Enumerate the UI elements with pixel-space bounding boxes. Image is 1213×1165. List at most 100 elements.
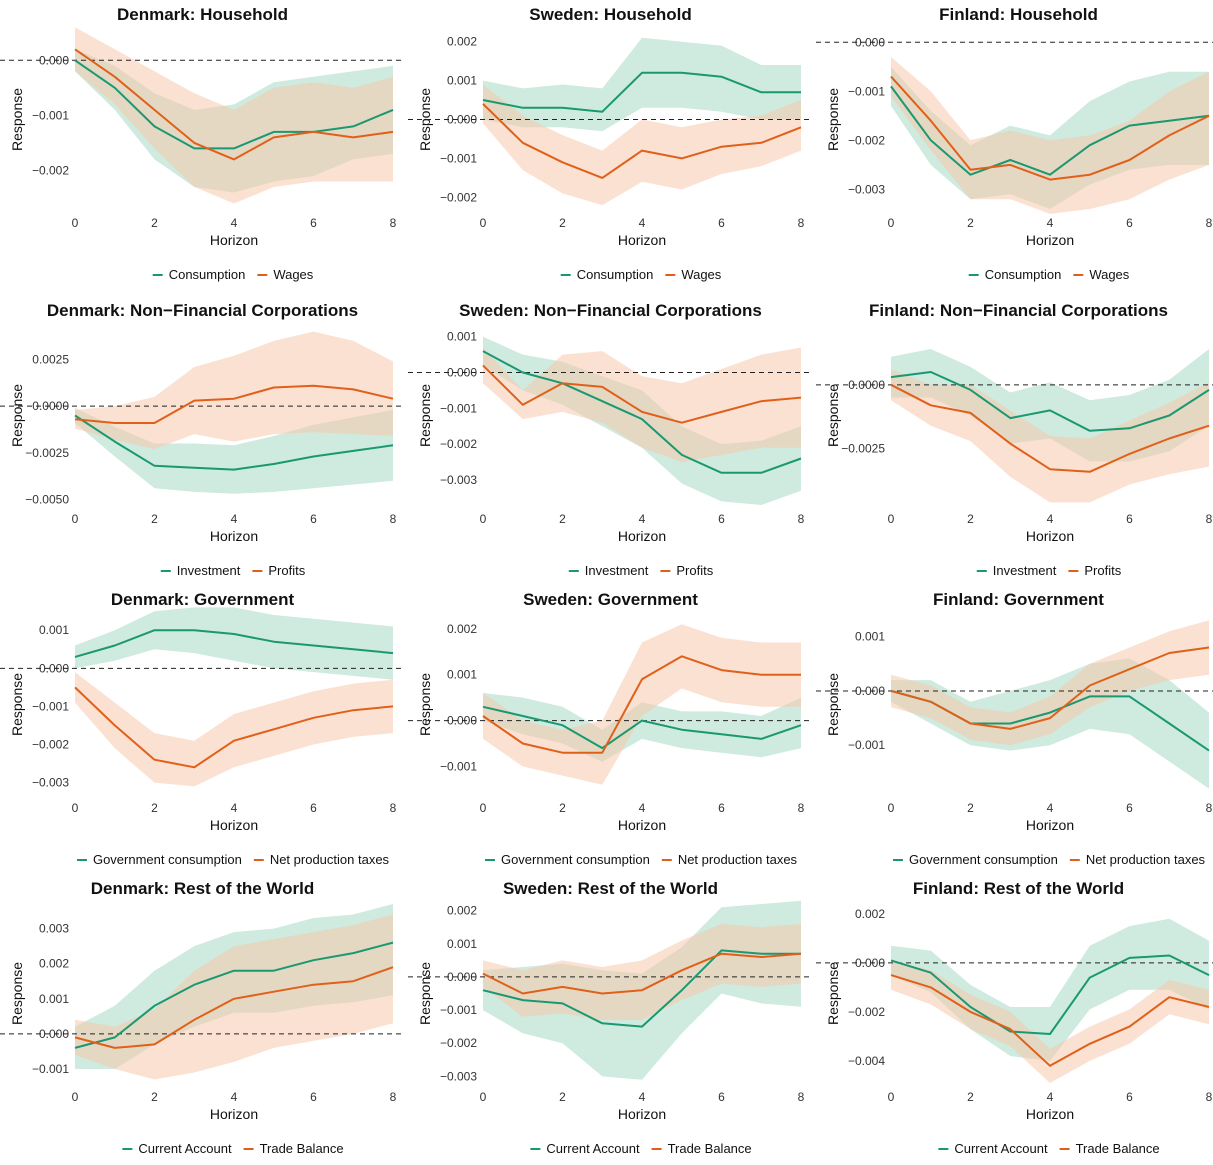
confidence-band — [891, 620, 1209, 746]
legend-label: Wages — [1089, 267, 1129, 282]
legend: Government consumption Net production tax… — [76, 852, 390, 867]
legend-label: Investment — [585, 563, 649, 578]
x-axis-label: Horizon — [210, 528, 258, 544]
legend-label: Trade Balance — [1076, 1141, 1160, 1156]
y-tick-label: −0.002 — [440, 437, 477, 451]
legend: Consumption Wages — [968, 267, 1130, 282]
legend: Consumption Wages — [560, 267, 722, 282]
x-tick-label: 8 — [1206, 1090, 1213, 1104]
legend: Investment Profits — [160, 563, 306, 578]
x-tick-label: 4 — [1047, 216, 1054, 230]
y-tick-label: 0.003 — [39, 922, 69, 936]
x-tick-label: 8 — [1206, 801, 1213, 815]
x-tick-label: 8 — [390, 512, 397, 526]
y-axis-label: Response — [825, 384, 841, 447]
legend-label: Trade Balance — [260, 1141, 344, 1156]
chart-title: Denmark: Rest of the World — [91, 879, 315, 898]
y-tick-label: 0.001 — [447, 668, 477, 682]
x-tick-label: 0 — [480, 1090, 487, 1104]
legend: Investment Profits — [568, 563, 714, 578]
chart-svg: Sweden: Non−Financial Corporations 0.001 0… — [408, 301, 813, 578]
y-tick-label: 0.002 — [447, 904, 477, 918]
y-axis-label: Response — [9, 673, 25, 736]
legend-label: Consumption — [985, 267, 1062, 282]
x-tick-label: 2 — [151, 216, 158, 230]
x-tick-label: 2 — [559, 801, 566, 815]
x-axis-label: Horizon — [1026, 1106, 1074, 1122]
x-tick-label: 4 — [1047, 512, 1054, 526]
chart-svg: Finland: Household0.000−0.001−0.002−0.00… — [816, 5, 1213, 282]
series-line — [74, 686, 394, 769]
x-axis-label: Horizon — [618, 232, 666, 248]
legend-label: Profits — [268, 563, 305, 578]
x-tick-label: 6 — [1126, 801, 1133, 815]
confidence-band — [891, 960, 1209, 1083]
y-axis-label: Response — [9, 962, 25, 1025]
confidence-band — [483, 693, 801, 762]
series-line — [74, 59, 394, 150]
legend-label: Investment — [993, 563, 1057, 578]
confidence-band — [75, 914, 393, 1080]
series-line — [74, 48, 394, 161]
x-tick-label: 0 — [888, 512, 895, 526]
x-tick-label: 2 — [967, 216, 974, 230]
x-axis-label: Horizon — [1026, 817, 1074, 833]
chart-title: Finland: Rest of the World — [913, 879, 1124, 898]
chart-panel: Denmark: Household 0.000 −0.001 −0.002 0 2 4 6 8… — [0, 0, 405, 291]
x-tick-label: 6 — [718, 216, 725, 230]
legend-label: Wages — [681, 267, 721, 282]
x-tick-label: 0 — [888, 801, 895, 815]
legend: Government consumption Net production tax… — [484, 852, 798, 867]
chart-panel: Sweden: Household 0.002 0.001 0.000 −0.001 −0… — [408, 0, 813, 291]
x-tick-label: 0 — [72, 801, 79, 815]
x-tick-label: 0 — [480, 216, 487, 230]
x-tick-label: 4 — [639, 801, 646, 815]
chart-title: Sweden: Non−Financial Corporations — [459, 301, 762, 320]
y-tick-label: −0.002 — [848, 133, 885, 147]
x-tick-label: 0 — [72, 1090, 79, 1104]
x-tick-label: 8 — [798, 801, 805, 815]
legend: Investment Profits — [976, 563, 1122, 578]
series-line — [482, 350, 802, 474]
y-axis-label: Response — [9, 88, 25, 151]
confidence-band — [483, 624, 801, 785]
x-tick-label: 6 — [718, 801, 725, 815]
legend-label: Government consumption — [501, 852, 650, 867]
y-axis-label: Response — [417, 384, 433, 447]
x-tick-label: 8 — [390, 1090, 397, 1104]
series-line — [74, 629, 394, 658]
x-tick-label: 8 — [1206, 512, 1213, 526]
x-tick-label: 4 — [1047, 1090, 1054, 1104]
y-tick-label: −0.002 — [32, 163, 69, 177]
x-tick-label: 4 — [639, 1090, 646, 1104]
x-tick-label: 4 — [231, 801, 238, 815]
x-tick-label: 2 — [559, 512, 566, 526]
y-tick-label: 0.001 — [447, 937, 477, 951]
legend: Consumption Wages — [152, 267, 314, 282]
x-axis-label: Horizon — [618, 817, 666, 833]
y-tick-label: −0.0050 — [25, 492, 69, 506]
chart-panel: Denmark: Rest of the World 0.003 0.002 0.00… — [0, 874, 405, 1165]
y-tick-label: −0.001 — [32, 108, 69, 122]
y-tick-label: −0.002 — [848, 1005, 885, 1019]
legend-label: Profits — [676, 563, 713, 578]
x-tick-label: 4 — [231, 216, 238, 230]
series-line — [74, 966, 394, 1049]
chart-panel: Finland: Rest of the World 0.002 0.000 −0.0… — [816, 874, 1213, 1165]
legend-label: Trade Balance — [668, 1141, 752, 1156]
series-line — [482, 364, 802, 424]
series-line — [890, 646, 1210, 730]
legend-label: Net production taxes — [678, 852, 798, 867]
chart-panel: Sweden: Rest of the World 0.002 0.001 0.000… — [408, 874, 813, 1165]
x-tick-label: 4 — [1047, 801, 1054, 815]
chart-panel: Sweden: Government 0.002 0.001 0.000 −0.001 0… — [408, 585, 813, 876]
legend-label: Investment — [177, 563, 241, 578]
x-tick-label: 2 — [151, 1090, 158, 1104]
x-tick-label: 6 — [1126, 1090, 1133, 1104]
x-axis-label: Horizon — [210, 232, 258, 248]
series-line — [482, 949, 801, 1028]
y-tick-label: −0.003 — [32, 776, 69, 790]
confidence-band — [891, 369, 1209, 503]
chart-title: Sweden: Household — [529, 5, 691, 24]
legend: Current Account Trade Balance — [122, 1141, 344, 1156]
